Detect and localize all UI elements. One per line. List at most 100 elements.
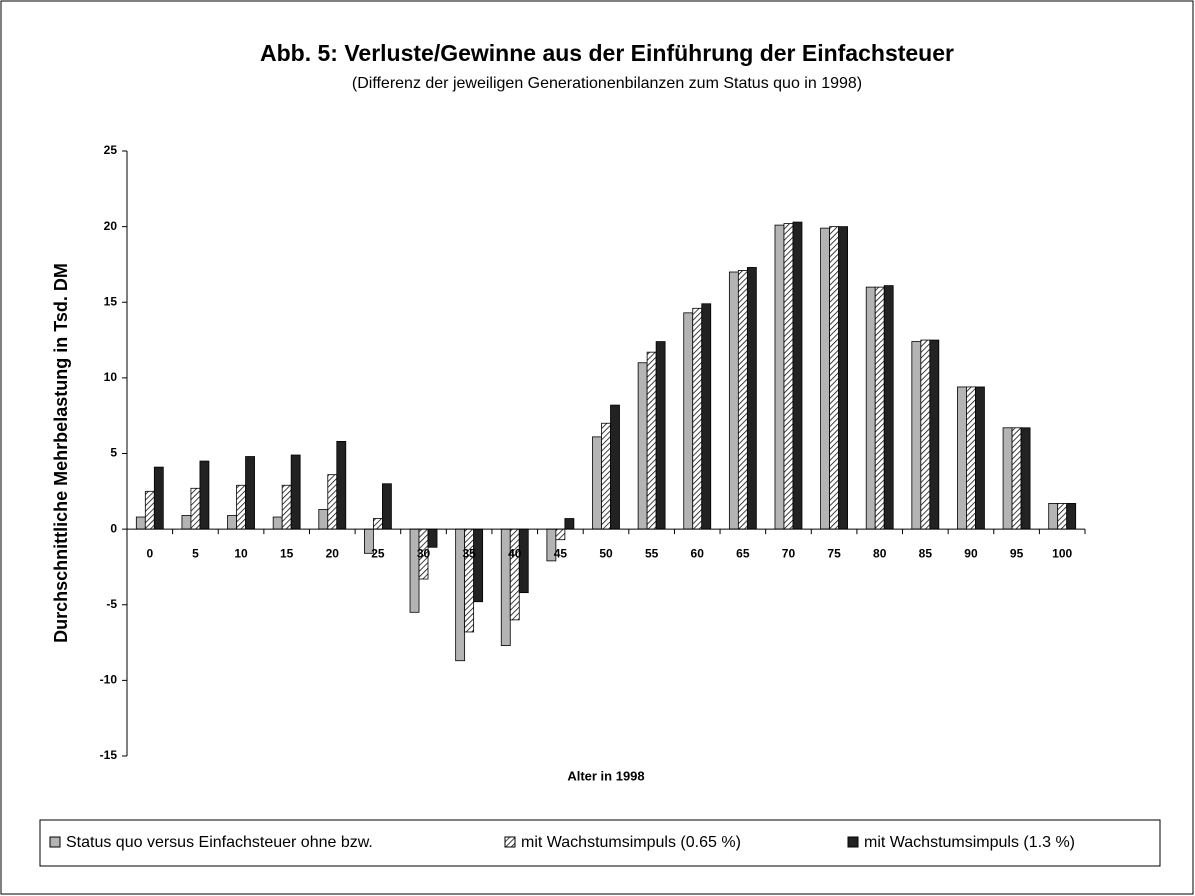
- bar: [783, 223, 794, 530]
- y-tick-label: 0: [110, 521, 117, 535]
- x-tick-label: 80: [873, 546, 887, 560]
- bar: [957, 386, 967, 530]
- y-tick-label: -5: [106, 597, 117, 611]
- x-tick-label: 15: [280, 546, 294, 560]
- bar: [509, 528, 520, 621]
- bar: [236, 484, 246, 530]
- bar: [929, 339, 940, 530]
- bar: [190, 487, 201, 530]
- bar: [975, 386, 985, 530]
- bar: [728, 271, 739, 530]
- y-tick-label: 20: [104, 219, 118, 233]
- legend-swatch: [504, 836, 516, 848]
- chart-title: Abb. 5: Verluste/Gewinne aus der Einführ…: [260, 40, 954, 66]
- bar: [318, 509, 329, 530]
- bar: [1066, 503, 1077, 530]
- x-tick-label: 70: [782, 546, 796, 560]
- bar: [592, 436, 602, 530]
- bar: [245, 456, 255, 530]
- y-tick-label: 25: [104, 143, 118, 157]
- bar: [792, 221, 803, 530]
- bar: [883, 285, 894, 530]
- bar: [820, 227, 830, 530]
- legend-label: mit Wachstumsimpuls (0.65 %): [521, 834, 741, 851]
- bar: [464, 528, 475, 633]
- x-tick-label: 5: [192, 546, 199, 560]
- bar: [564, 518, 575, 530]
- bar: [838, 226, 848, 530]
- bar: [911, 341, 922, 530]
- bar: [199, 460, 210, 530]
- bar: [181, 515, 192, 530]
- x-tick-label: 95: [1010, 546, 1024, 560]
- bar: [427, 528, 438, 548]
- bar: [966, 386, 976, 530]
- bar: [610, 404, 620, 530]
- bar: [135, 516, 146, 530]
- x-tick-label: 45: [554, 546, 568, 560]
- y-tick-label: -10: [100, 673, 118, 687]
- bar: [144, 490, 155, 530]
- bar: [655, 341, 666, 530]
- legend-swatch: [847, 836, 859, 848]
- bar: [646, 351, 657, 530]
- bar: [701, 303, 712, 530]
- y-tick-label: 15: [104, 294, 118, 308]
- x-tick-label: 90: [964, 546, 978, 560]
- bar: [336, 440, 347, 530]
- bar: [373, 518, 383, 530]
- y-axis-title: Durchschnittliche Mehrbelastung in Tsd. …: [51, 263, 71, 643]
- x-tick-label: 85: [919, 546, 933, 560]
- bar: [382, 483, 392, 530]
- bar: [737, 270, 748, 530]
- x-tick-label: 10: [234, 546, 248, 560]
- y-tick-label: 5: [110, 446, 117, 460]
- x-tick-label: 60: [691, 546, 705, 560]
- x-axis-title: Alter in 1998: [567, 768, 644, 783]
- x-tick-label: 65: [736, 546, 750, 560]
- bar: [518, 528, 529, 594]
- x-tick-label: 35: [462, 546, 476, 560]
- bar: [637, 362, 648, 530]
- bar: [865, 286, 876, 530]
- legend-label: Status quo versus Einfachsteuer ohne bzw…: [66, 834, 373, 851]
- bar: [290, 454, 301, 530]
- x-tick-label: 100: [1052, 546, 1072, 560]
- bar: [1057, 503, 1068, 530]
- bar: [1011, 427, 1022, 530]
- bar: [601, 422, 611, 530]
- bar: [683, 312, 694, 530]
- bar: [1020, 427, 1031, 530]
- legend-box: [39, 819, 1161, 867]
- legend-label: mit Wachstumsimpuls (1.3 %): [864, 834, 1075, 851]
- bar: [920, 339, 931, 530]
- x-tick-label: 75: [827, 546, 841, 560]
- x-tick-label: 25: [371, 546, 385, 560]
- bar: [281, 484, 292, 530]
- bar: [227, 515, 237, 530]
- x-tick-label: 20: [326, 546, 340, 560]
- bar: [829, 226, 839, 530]
- bar: [555, 528, 566, 541]
- bar: [746, 267, 757, 530]
- x-tick-label: 30: [417, 546, 431, 560]
- bar: [153, 466, 164, 530]
- bar: [1002, 427, 1013, 530]
- legend-swatch: [49, 836, 61, 848]
- bar: [409, 528, 420, 613]
- bar: [327, 474, 338, 530]
- x-tick-label: 50: [599, 546, 613, 560]
- chart-subtitle: (Differenz der jeweiligen Generationenbi…: [352, 75, 862, 92]
- x-tick-label: 0: [146, 546, 153, 560]
- y-tick-label: 10: [104, 370, 118, 384]
- bar: [473, 528, 484, 603]
- bar: [1048, 503, 1059, 530]
- x-tick-label: 40: [508, 546, 522, 560]
- x-tick-label: 55: [645, 546, 659, 560]
- bar: [692, 307, 703, 530]
- bar: [874, 286, 885, 530]
- bar: [774, 224, 785, 530]
- y-tick-label: -15: [100, 748, 118, 762]
- bar: [272, 516, 283, 530]
